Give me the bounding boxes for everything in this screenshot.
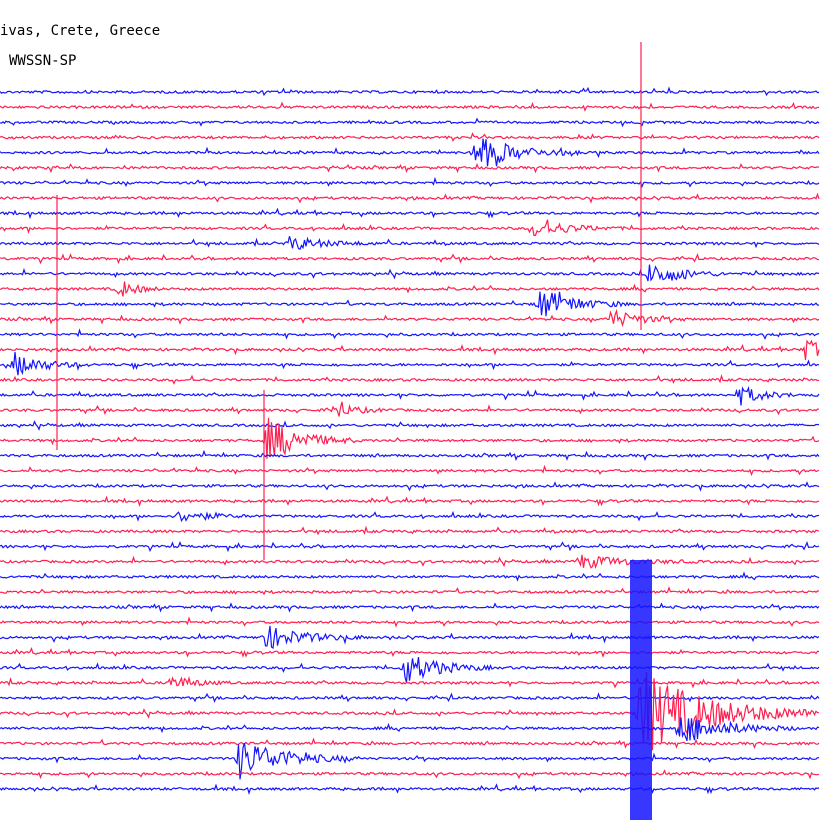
trace [0,86,819,97]
trace [0,281,820,297]
trace [0,671,820,751]
trace [0,264,820,282]
trace [0,420,820,431]
trace [0,117,820,128]
trace [0,385,820,406]
trace [0,646,820,659]
trace [0,253,820,265]
trace [0,602,820,613]
trace [0,541,820,553]
trace [0,783,820,795]
trace [0,616,820,628]
trace [0,219,820,236]
trace [0,481,820,492]
trace [0,769,820,780]
trace [0,495,820,508]
trace [0,510,820,523]
trace [0,374,820,385]
trace [0,138,820,167]
trace [0,176,820,189]
trace [0,101,819,112]
trace [0,308,820,328]
trace [0,401,820,417]
trace [0,657,820,683]
trace [0,554,820,570]
event [630,560,652,820]
trace [0,464,820,477]
trace [0,236,820,250]
trace [0,692,820,703]
trace [0,291,820,317]
trace [0,717,820,742]
trace [0,192,820,204]
trace [0,417,820,459]
trace [0,571,820,582]
trace [0,675,820,689]
trace [0,525,820,536]
trace [0,449,820,462]
trace [0,352,820,376]
trace [0,339,820,361]
trace [0,625,820,650]
trace [0,742,819,780]
trace [0,328,820,340]
trace [0,737,820,750]
trace [0,586,820,596]
trace [0,132,820,142]
station-name: ivas, Crete, Greece [0,23,161,39]
instrument-name: WWSSN-SP [9,53,77,69]
trace [0,207,820,220]
trace [0,162,820,174]
